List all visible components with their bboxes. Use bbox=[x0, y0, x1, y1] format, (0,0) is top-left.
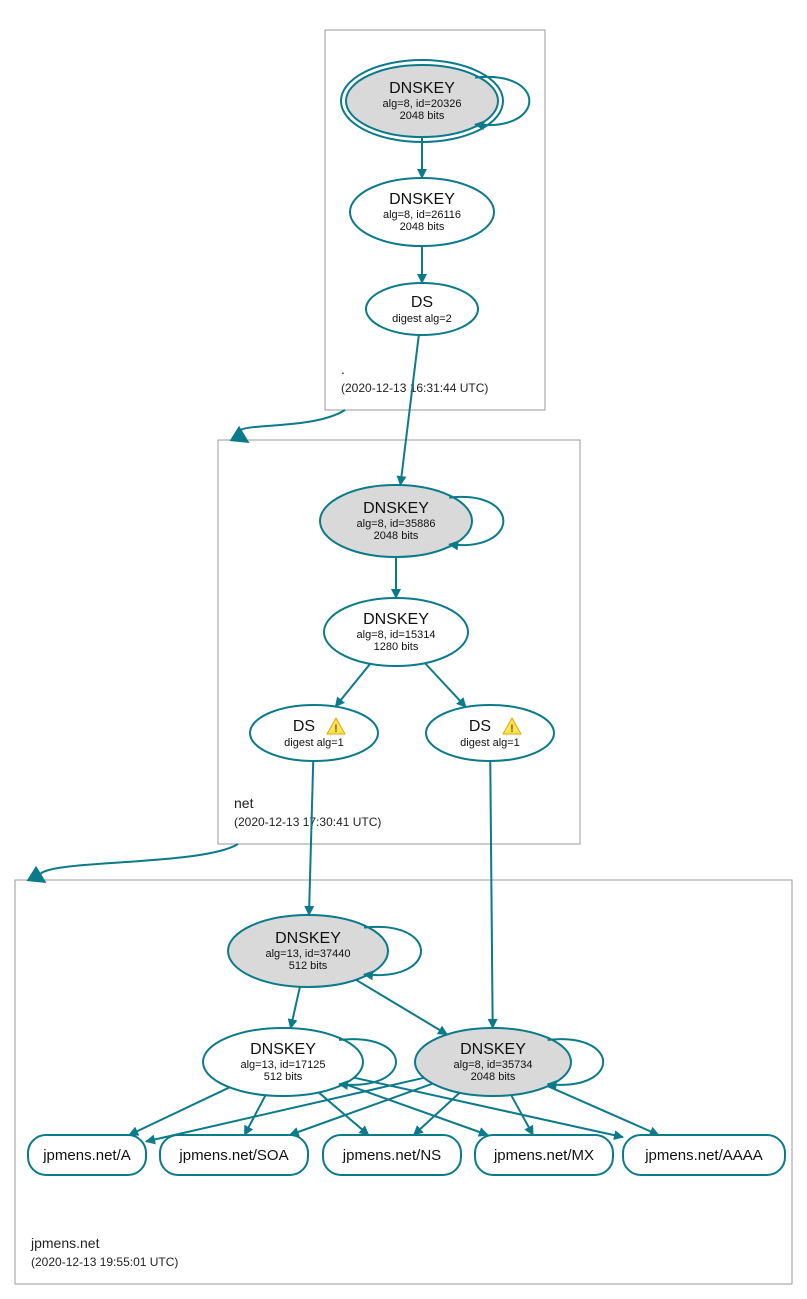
node-detail: digest alg=1 bbox=[460, 737, 520, 749]
node-title: DNSKEY bbox=[389, 191, 455, 208]
node-title: DNSKEY bbox=[389, 80, 455, 97]
node-title: DNSKEY bbox=[250, 1041, 316, 1058]
node-title: DS bbox=[411, 294, 433, 311]
node-title: DS bbox=[469, 718, 491, 735]
node-jp_zsk: DNSKEYalg=13, id=17125512 bits bbox=[203, 1028, 363, 1096]
edge bbox=[129, 1087, 229, 1135]
zone-label-root: . bbox=[341, 361, 345, 377]
node-detail: 2048 bits bbox=[471, 1071, 516, 1083]
node-detail: 2048 bits bbox=[374, 530, 419, 542]
node-detail: 2048 bits bbox=[400, 110, 445, 122]
node-detail: alg=13, id=17125 bbox=[240, 1059, 325, 1071]
node-detail: digest alg=2 bbox=[392, 313, 452, 325]
zone-label-net: net bbox=[234, 795, 254, 811]
node-title: DNSKEY bbox=[363, 500, 429, 517]
rrset-label: jpmens.net/NS bbox=[342, 1147, 441, 1164]
warning-icon: ! bbox=[334, 723, 338, 735]
node-detail: alg=8, id=26116 bbox=[383, 209, 461, 221]
node-detail: 512 bits bbox=[289, 960, 328, 972]
node-detail: 512 bits bbox=[264, 1071, 303, 1083]
rrset-label: jpmens.net/MX bbox=[493, 1147, 594, 1164]
node-root_zsk: DNSKEYalg=8, id=261162048 bits bbox=[350, 178, 494, 246]
edge bbox=[425, 663, 466, 707]
zone-timestamp-net: (2020-12-13 17:30:41 UTC) bbox=[234, 815, 381, 829]
node-root_ds: DS digest alg=2 bbox=[366, 283, 478, 335]
node-title: DNSKEY bbox=[275, 930, 341, 947]
edge bbox=[335, 664, 370, 707]
rrset-label: jpmens.net/AAAA bbox=[644, 1147, 763, 1164]
node-detail: alg=8, id=20326 bbox=[383, 98, 462, 110]
node-net_ds1: DS digest alg=1! bbox=[250, 705, 378, 761]
zone-delegation-arrow bbox=[239, 410, 345, 442]
zone-delegation-arrow bbox=[40, 844, 238, 882]
node-title: DS bbox=[293, 718, 315, 735]
node-detail: alg=8, id=35734 bbox=[454, 1059, 533, 1071]
node-detail: 1280 bits bbox=[374, 641, 419, 653]
edge bbox=[291, 987, 300, 1028]
edge bbox=[414, 1093, 460, 1135]
zone-timestamp-jpmens: (2020-12-13 19:55:01 UTC) bbox=[31, 1255, 178, 1269]
node-net_zsk: DNSKEYalg=8, id=153141280 bits bbox=[324, 598, 468, 666]
edge bbox=[548, 1086, 659, 1135]
rrset-label: jpmens.net/A bbox=[42, 1147, 131, 1164]
node-title: DNSKEY bbox=[363, 611, 429, 628]
edge bbox=[309, 761, 313, 915]
node-detail: alg=8, id=15314 bbox=[357, 629, 436, 641]
node-detail: alg=13, id=37440 bbox=[265, 948, 350, 960]
node-jp_key3: DNSKEYalg=8, id=357342048 bits bbox=[415, 1028, 571, 1096]
node-detail: 2048 bits bbox=[400, 221, 445, 233]
rrset-label: jpmens.net/SOA bbox=[178, 1147, 288, 1164]
node-net_ksk: DNSKEYalg=8, id=358862048 bits bbox=[320, 485, 472, 557]
edge bbox=[490, 761, 492, 1028]
node-root_ksk: DNSKEYalg=8, id=203262048 bits bbox=[341, 60, 503, 142]
warning-icon: ! bbox=[510, 723, 514, 735]
node-title: DNSKEY bbox=[460, 1041, 526, 1058]
dnssec-diagram: . (2020-12-13 16:31:44 UTC) net (2020-12-13… bbox=[0, 0, 807, 1299]
node-jp_ksk: DNSKEYalg=13, id=37440512 bits bbox=[228, 915, 388, 987]
edge bbox=[319, 1092, 369, 1135]
zone-timestamp-root: (2020-12-13 16:31:44 UTC) bbox=[341, 381, 488, 395]
edge bbox=[356, 980, 447, 1035]
node-detail: digest alg=1 bbox=[284, 737, 344, 749]
zone-label-jpmens: jpmens.net bbox=[30, 1235, 100, 1251]
node-detail: alg=8, id=35886 bbox=[357, 518, 436, 530]
node-net_ds2: DS digest alg=1! bbox=[426, 705, 554, 761]
edge bbox=[511, 1095, 533, 1135]
